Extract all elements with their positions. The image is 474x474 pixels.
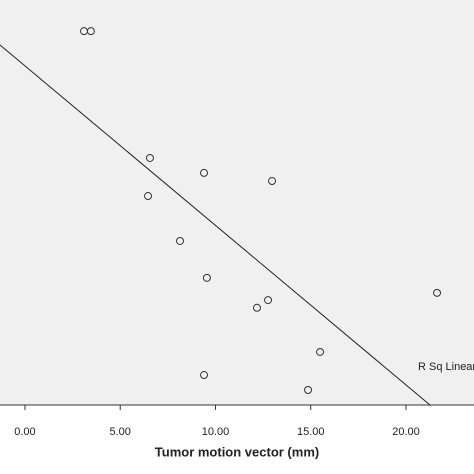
point: [176, 236, 185, 245]
point: [144, 192, 153, 201]
x-axis-label: Tumor motion vector (mm): [155, 444, 319, 459]
fit-line: [0, 44, 431, 406]
point: [268, 177, 277, 186]
point: [264, 296, 273, 305]
point: [253, 303, 262, 312]
point: [202, 273, 211, 282]
point: [304, 386, 313, 395]
x-tick-label: 5.00: [110, 426, 131, 438]
x-tick-label: 10.00: [202, 426, 230, 438]
x-tick-label: 15.00: [297, 426, 325, 438]
x-tick-label: 20.00: [392, 426, 420, 438]
annotation: R Sq Linear: [418, 361, 474, 373]
point: [86, 27, 95, 36]
plot-area: [0, 0, 474, 405]
x-tick-label: 0.00: [14, 426, 35, 438]
point: [145, 153, 154, 162]
point: [200, 371, 209, 380]
point: [316, 347, 325, 356]
point: [200, 168, 209, 177]
point: [433, 288, 442, 297]
